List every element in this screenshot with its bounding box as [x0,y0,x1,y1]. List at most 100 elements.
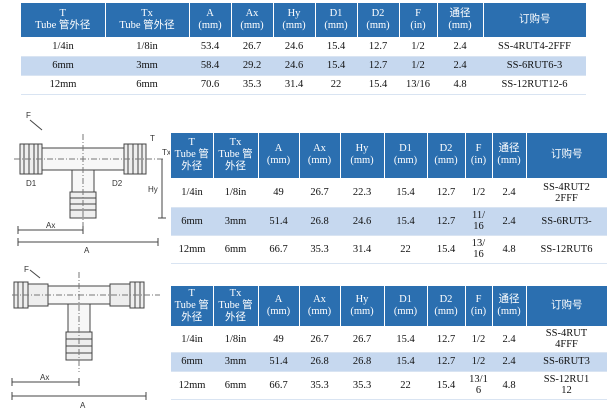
cell-ax: 26.7 [310,333,329,345]
cell-hy: 31.4 [284,79,304,90]
header-d1: D1 (mm) [315,3,358,37]
header-a: A (mm) [258,133,300,179]
f-line-1: 13/1 [469,374,488,385]
header-bore-unit: (mm) [497,305,521,317]
order-line-1: SS-4RUT2 [543,181,590,193]
f-line-2: 6 [475,385,482,396]
label-t: T [150,134,155,143]
header-d2-unit: (mm) [434,305,458,317]
header-a-unit: (mm) [266,305,291,317]
header-t-cn-b: 外径 [181,161,203,173]
header-tx-en: Tx [229,137,242,149]
label-a: A [84,246,90,255]
header-f-unit: (in) [470,305,487,317]
cell-bore: 2.4 [492,352,526,371]
header-tx-cn-a: Tube 管 [218,149,253,161]
cell-d1: 15.4 [384,207,427,235]
header-a: A (mm) [258,286,300,327]
header-bore-unit: (mm) [497,155,521,167]
header-bore: 通径 (mm) [437,3,484,37]
cell-d1: 22 [330,79,342,90]
header-d2-unit: (mm) [366,20,390,31]
cell-d2: 15.4 [436,243,456,255]
cell-order: SS-4RUT4-2FFF [498,40,571,52]
header-hy-unit: (mm) [350,155,374,167]
header-tx-cn-a: Tube 管 [218,299,253,311]
cell-a: 49 [273,187,284,198]
header-tx: Tx Tube 管外径 [213,286,259,327]
header-ax-label: Ax [245,8,259,19]
table-row: 12mm 6mm 70.6 35.3 31.4 22 15.4 13/16 4.… [21,75,586,94]
cell-hy: 35.3 [352,379,372,391]
header-f: F (in) [399,3,438,37]
header-t-cn-b: 外径 [181,311,203,323]
header-t-en: T [59,8,66,19]
cell-d2: 12.7 [436,187,456,198]
cell-a: 49 [273,333,284,345]
header-t: T Tube 管外径 [171,286,214,327]
header-f: F (in) [465,133,493,179]
cell-a: 51.4 [258,352,299,371]
header-d1-label: D1 [399,293,412,305]
cell-tx: 6mm [224,379,247,391]
cell-hy: 24.6 [273,56,315,75]
spec-table-1: T Tube 管外径 Tx Tube 管外径 A (mm) Ax (mm) Hy (mm)… [21,3,586,95]
cell-tx: 6mm [224,243,247,255]
cell-d2: 12.7 [368,40,388,52]
cell-d2: 12.7 [427,207,465,235]
cell-order: SS-6RUT3 [526,352,607,371]
cell-order: SS-6RUT3- [526,207,607,235]
header-f: F (in) [465,286,493,327]
label-tx: Tx [162,148,170,157]
header-hy: Hy (mm) [340,133,385,179]
header-ax-unit: (mm) [307,305,332,317]
cell-ax: 35.3 [310,379,329,391]
f-line-2: 16 [473,221,484,232]
f-line-1: 11/ [471,210,486,221]
header-ax-unit: (mm) [240,20,264,31]
label-hy: Hy [148,185,158,194]
cell-order: SS-4RUT 4FFF [526,326,607,352]
header-d1-unit: (mm) [393,155,418,167]
label-d1: D1 [26,179,37,188]
spec-table-2: T Tube 管外径 Tx Tube 管外径 A (mm) Ax (mm) Hy (mm)… [171,133,607,264]
cell-hy: 31.4 [352,243,372,255]
header-hy: Hy (mm) [273,3,316,37]
cell-hy: 22.3 [352,187,372,198]
cell-bore: 2.4 [492,207,526,235]
cell-order: SS-12RUT12-6 [501,79,568,90]
header-bore: 通径 (mm) [492,286,527,327]
header-ax: Ax (mm) [299,286,341,327]
order-line-2: 4FFF [555,339,578,350]
cell-a: 58.4 [189,56,231,75]
cell-tx: 3mm [105,56,189,75]
cell-f: 1/2 [471,187,486,198]
cell-bore: 2.4 [437,56,483,75]
header-order: 订购号 [526,286,607,327]
cell-d2: 15.4 [368,79,388,90]
cell-a: 51.4 [258,207,299,235]
cell-ax: 29.2 [231,56,273,75]
cell-bore: 4.8 [502,379,516,391]
header-hy-label: Hy [355,143,369,155]
table-row: 6mm 3mm 58.4 29.2 24.6 15.4 12.7 1/2 2.4… [21,56,586,75]
cell-order: SS-4RUT2 2FFF [526,178,607,207]
cell-a: 66.7 [269,379,288,391]
order-line-1: SS-12RU1 [543,374,590,385]
header-t-cn-a: Tube 管 [174,149,209,161]
header-bore-unit: (mm) [448,20,472,31]
cell-d1: 15.4 [384,352,427,371]
header-d2-label: D2 [439,293,453,305]
header-d1: D1 (mm) [384,133,428,179]
table-row: 1/4in 1/8in 49 26.7 26.7 15.4 12.7 1/2 2… [171,326,607,352]
header-t: T Tube 管外径 [171,133,214,179]
cell-hy: 26.7 [352,333,372,345]
cell-d1: 15.4 [396,333,415,345]
header-t: T Tube 管外径 [21,3,106,37]
header-a-unit: (mm) [266,155,291,167]
cell-bore: 4.8 [453,79,467,90]
header-bore-label: 通径 [498,293,520,305]
cell-a: 53.4 [200,40,220,52]
cell-f: 1/2 [471,333,486,345]
